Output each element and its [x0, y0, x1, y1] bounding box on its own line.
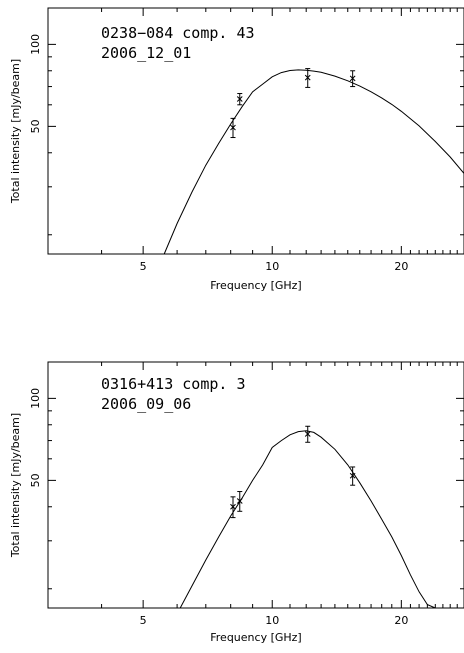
data-points: [230, 68, 356, 139]
x-tick-label: 20: [394, 614, 408, 627]
point-marker: [304, 431, 311, 437]
chart-subtitle: 2006_09_06: [101, 395, 191, 413]
chart-title: 0238−084 comp. 43: [101, 24, 255, 42]
data-points: [230, 425, 356, 519]
data-point: [349, 70, 356, 88]
x-tick-label: 5: [140, 260, 147, 273]
y-tick-label: 50: [29, 473, 42, 487]
point-marker: [230, 124, 236, 131]
tick-labels: 5 10 20 50 100: [29, 34, 408, 273]
point-marker: [236, 96, 243, 102]
x-axis-label: Frequency [GHz]: [210, 631, 301, 644]
y-axis-label: Total intensity [mJy/beam]: [9, 59, 22, 204]
y-tick-label: 50: [29, 119, 42, 133]
data-point: [304, 425, 311, 443]
x-axis-label: Frequency [GHz]: [210, 279, 301, 292]
x-tick-label: 20: [394, 260, 408, 273]
y-tick-label: 100: [29, 388, 42, 409]
data-point: [230, 496, 236, 519]
point-marker: [230, 503, 236, 510]
axis-ticks: [48, 8, 464, 254]
data-point: [236, 93, 243, 106]
data-point: [230, 117, 236, 139]
data-point: [304, 68, 311, 88]
point-marker: [304, 74, 311, 81]
plot-frame: [47, 361, 464, 609]
chart-subtitle: 2006_12_01: [101, 44, 191, 62]
data-point: [349, 466, 356, 486]
plot-frame: [47, 7, 464, 255]
data-point: [236, 491, 243, 512]
tick-labels: 5 10 20 50 100: [29, 388, 408, 627]
chart-panel-2: 5 10 20 50 100 0316+413 comp. 3 2006_09_06 F…: [9, 361, 464, 644]
fit-curve: [179, 430, 436, 609]
point-marker: [349, 75, 356, 82]
x-tick-label: 5: [140, 614, 147, 627]
x-tick-label: 10: [265, 614, 279, 627]
x-tick-label: 10: [265, 260, 279, 273]
y-axis-label: Total intensity [mJy/beam]: [9, 413, 22, 558]
chart-title: 0316+413 comp. 3: [101, 375, 246, 393]
y-tick-label: 100: [29, 34, 42, 55]
axis-ticks: [48, 362, 464, 608]
point-marker: [349, 472, 356, 479]
fit-curve: [163, 69, 464, 255]
point-marker: [236, 498, 243, 504]
